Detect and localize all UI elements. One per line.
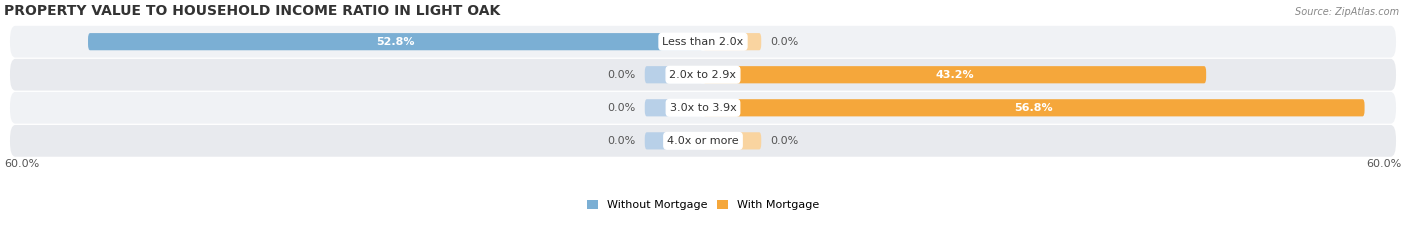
FancyBboxPatch shape [645,132,703,149]
FancyBboxPatch shape [10,125,1396,157]
Text: Less than 2.0x: Less than 2.0x [662,37,744,47]
FancyBboxPatch shape [645,99,703,116]
Text: 0.0%: 0.0% [607,70,636,80]
Legend: Without Mortgage, With Mortgage: Without Mortgage, With Mortgage [588,200,818,210]
FancyBboxPatch shape [703,99,1365,116]
FancyBboxPatch shape [10,26,1396,58]
Text: 3.0x to 3.9x: 3.0x to 3.9x [669,103,737,113]
Text: 56.8%: 56.8% [1015,103,1053,113]
Text: 52.8%: 52.8% [377,37,415,47]
Text: 4.0x or more: 4.0x or more [668,136,738,146]
Text: PROPERTY VALUE TO HOUSEHOLD INCOME RATIO IN LIGHT OAK: PROPERTY VALUE TO HOUSEHOLD INCOME RATIO… [4,4,501,18]
Text: 0.0%: 0.0% [607,103,636,113]
Text: 43.2%: 43.2% [935,70,974,80]
Text: 60.0%: 60.0% [1367,159,1402,169]
FancyBboxPatch shape [645,66,703,83]
FancyBboxPatch shape [703,66,1206,83]
Text: Source: ZipAtlas.com: Source: ZipAtlas.com [1295,7,1399,17]
FancyBboxPatch shape [10,59,1396,91]
FancyBboxPatch shape [703,33,761,50]
Text: 2.0x to 2.9x: 2.0x to 2.9x [669,70,737,80]
FancyBboxPatch shape [10,92,1396,124]
FancyBboxPatch shape [703,132,761,149]
Text: 0.0%: 0.0% [770,37,799,47]
Text: 60.0%: 60.0% [4,159,39,169]
Text: 0.0%: 0.0% [607,136,636,146]
Text: 0.0%: 0.0% [770,136,799,146]
FancyBboxPatch shape [89,33,703,50]
